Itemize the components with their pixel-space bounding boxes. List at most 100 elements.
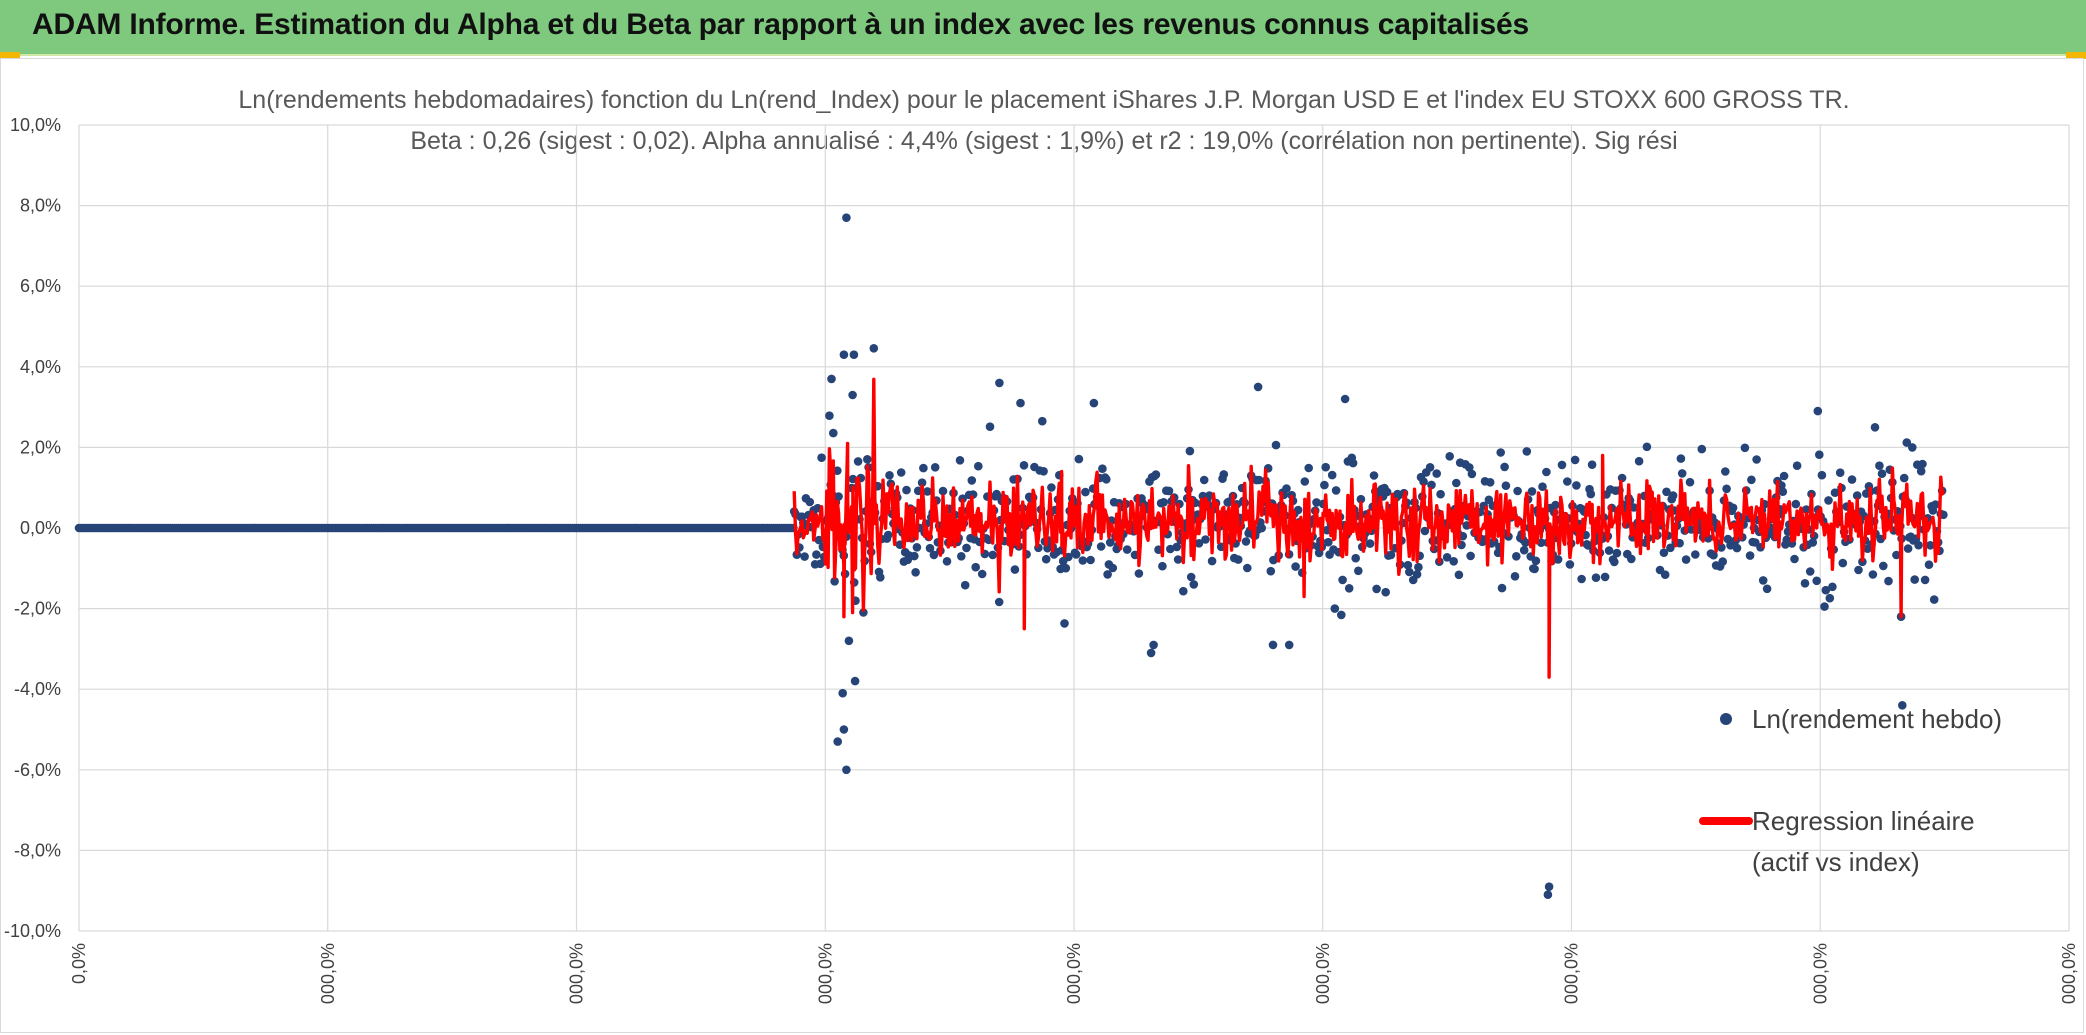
scatter-point [1039,467,1048,476]
scatter-point [930,463,940,472]
x-tick-label: 000,0% [815,943,835,1004]
y-tick-label: 2,0% [20,437,61,457]
scatter-point [1199,475,1209,485]
scatter-point [1060,619,1069,628]
scatter-point [1752,455,1761,464]
scatter-point [1449,557,1458,566]
y-tick-label: 0,0% [20,518,61,538]
scatter-point [1348,458,1358,468]
scatter-point [925,543,935,553]
scatter-point [1570,455,1580,465]
scatter-point [960,580,970,590]
scatter-point [1189,580,1199,589]
scatter-point [1709,550,1718,560]
scatter-point [1268,640,1278,650]
scatter-point [1454,570,1464,580]
header-corner-marker-left [0,52,20,59]
scatter-point [994,597,1004,607]
scatter-point [923,487,932,496]
y-tick-label: 10,0% [10,115,61,135]
scatter-point [1519,545,1529,555]
scatter-point [1929,595,1939,604]
scatter-point [1282,484,1291,493]
scatter-point [1747,475,1756,485]
scatter-point [1291,562,1300,571]
scatter-point [1108,563,1118,573]
scatter-point [1330,604,1340,613]
scatter-point [1452,478,1461,488]
scatter-point [1381,587,1390,597]
scatter-point [1805,567,1815,576]
scatter-point [1879,561,1888,571]
scatter-point [1908,443,1917,452]
scatter-point [1340,394,1350,404]
scatter-point [917,478,927,488]
x-tick-label: 000,0% [318,943,338,1004]
scatter-point [1668,491,1678,500]
scatter-point [1158,561,1167,571]
scatter-point [1427,480,1436,490]
scatter-point [1828,582,1837,592]
scatter-point [1835,468,1845,478]
scatter-point [1830,488,1840,498]
scatter-point [869,344,879,353]
scatter-point [1403,560,1413,570]
scatter-point [1717,543,1726,552]
scatter-point [1854,565,1863,575]
scatter-point [829,428,838,438]
scatter-point [1164,486,1174,496]
scatter-point [910,551,919,561]
scatter-point [1838,558,1848,568]
y-tick-label: 8,0% [20,196,61,216]
scatter-point [812,550,821,559]
x-tick-label: 0,0% [69,943,89,984]
scatter-point [800,552,809,561]
scatter-point [1825,593,1835,603]
scatter-point [1820,602,1829,611]
scatter-point [1610,557,1619,567]
scatter-point [1538,482,1547,492]
scatter-point [1096,542,1106,551]
scatter-point [1320,480,1329,490]
scatter-point [1436,489,1445,499]
scatter-point [1847,475,1857,484]
scatter-point [1745,551,1755,560]
legend: Ln(rendement hebdo) Regression linéaire … [1699,704,2002,877]
scatter-point [1740,443,1750,453]
scatter-point [1536,538,1546,547]
scatter-point [1061,563,1071,573]
scatter-point [1207,556,1217,566]
scatter-point [1414,562,1423,572]
scatter-point [1105,538,1115,547]
scatter-point [1510,572,1520,581]
y-tick-label: -4,0% [14,679,61,699]
scatter-point [962,543,971,553]
scatter-point [1501,481,1511,491]
scatter-point [1257,523,1266,533]
x-tick-label: 000,0% [1810,943,1830,1004]
scatter-point [1201,535,1210,544]
scatter-point [1098,464,1107,474]
scatter-point [1185,446,1195,456]
scatter-point [1219,470,1229,479]
scatter-point [816,559,825,569]
x-tick-label: 000,0% [1313,943,1333,1004]
scatter-point [1241,537,1251,546]
scatter-point [971,562,980,572]
scatter-point [844,636,854,646]
scatter-point [1898,701,1907,710]
scatter-point [1419,477,1428,487]
scatter-point [985,422,995,432]
scatter-point [1659,548,1669,557]
scatter-point [1531,556,1541,566]
scatter-point [1587,460,1597,470]
scatter-point [1312,498,1321,507]
scatter-point [827,374,836,384]
x-tick-label: 000,0% [1064,943,1084,1004]
scatter-point [1817,470,1827,480]
scatter-point [1146,648,1156,658]
scatter-point [830,577,839,586]
scatter-point [1512,552,1521,561]
scatter-point [1284,640,1294,650]
chart-title: Ln(rendements hebdomadaires) fonction du… [238,86,1849,114]
